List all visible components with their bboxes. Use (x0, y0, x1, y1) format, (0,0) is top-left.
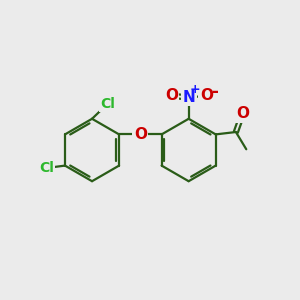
Text: Cl: Cl (39, 161, 54, 175)
Text: O: O (134, 127, 147, 142)
Text: +: + (190, 82, 200, 96)
Text: O: O (236, 106, 249, 121)
Text: -: - (212, 83, 218, 101)
Text: O: O (165, 88, 178, 104)
Text: N: N (182, 90, 195, 105)
Text: Cl: Cl (100, 97, 115, 111)
Text: O: O (200, 88, 213, 104)
